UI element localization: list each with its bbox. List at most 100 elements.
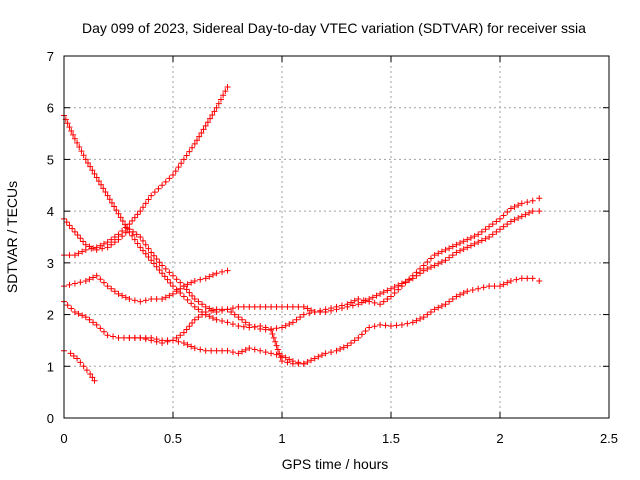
data-point-interp (102, 189, 109, 196)
grid (64, 56, 609, 418)
data-point-interp (427, 264, 434, 271)
data-point (159, 296, 166, 303)
data-point (74, 355, 81, 362)
data-point-interp (382, 322, 389, 329)
data-point-interp (64, 120, 71, 127)
data-point (442, 246, 449, 253)
data-point (148, 249, 155, 256)
x-tick-label: 1 (278, 431, 285, 446)
data-point-interp (145, 254, 152, 261)
series-arc-3 (61, 112, 543, 333)
data-point-interp (328, 307, 335, 314)
data-point (71, 228, 78, 235)
data-point-interp (424, 265, 431, 272)
data-point-interp (77, 235, 84, 242)
data-point-interp (90, 245, 97, 252)
data-point (191, 296, 198, 303)
data-point (104, 244, 111, 251)
data-point-interp (297, 314, 304, 321)
data-point (311, 308, 318, 315)
data-point (82, 277, 89, 284)
data-point-interp (86, 276, 93, 283)
data-point-interp (100, 279, 107, 286)
data-point (475, 285, 482, 292)
data-point-interp (340, 344, 347, 351)
data-point-interp (167, 279, 174, 286)
data-point-interp (457, 240, 464, 247)
y-axis-label: SDTVAR / TECUs (4, 181, 20, 293)
data-point-interp (122, 224, 129, 231)
data-point (431, 262, 438, 269)
data-point-interp (467, 242, 474, 249)
data-point-interp (206, 273, 213, 280)
data-point-interp (282, 354, 289, 361)
data-point (170, 290, 176, 297)
data-point-interp (276, 350, 283, 357)
data-point (115, 236, 122, 243)
data-point-interp (198, 130, 205, 137)
data-point (71, 252, 78, 259)
axis-ticks: 0 0.5 1 1.5 2 2.5 0 1 2 3 4 5 6 7 (47, 49, 618, 446)
data-point-interp (68, 305, 75, 312)
data-point-interp (108, 241, 115, 248)
data-point-interp (184, 296, 191, 303)
series-arc-1 (61, 84, 231, 259)
data-point-interp (427, 308, 434, 315)
data-point (82, 246, 89, 253)
data-point (104, 192, 111, 199)
data-point-interp (304, 305, 311, 312)
data-point-interp (153, 336, 160, 343)
data-point-interp (80, 152, 87, 159)
data-point (300, 303, 307, 310)
data-point (268, 303, 275, 310)
data-point-interp (77, 359, 84, 366)
y-tick-label: 1 (47, 359, 54, 374)
data-point (289, 303, 296, 310)
data-point-interp (70, 352, 77, 359)
data-point (170, 171, 176, 178)
x-tick-label: 1.5 (382, 431, 400, 446)
data-point (486, 234, 493, 240)
data-point (126, 296, 133, 303)
data-point-interp (100, 240, 107, 247)
data-point-interp (449, 296, 456, 303)
data-point-interp (524, 275, 531, 282)
data-point-interp (209, 271, 216, 278)
data-point-interp (173, 276, 180, 283)
data-point (71, 280, 78, 287)
data-point-interp (384, 296, 391, 303)
data-point-interp (239, 348, 246, 355)
data-point-interp (95, 178, 102, 185)
data-point-interp (188, 343, 195, 350)
data-point-interp (424, 258, 431, 265)
data-point (464, 244, 471, 251)
data-point-interp (373, 292, 380, 299)
data-point-interp (413, 272, 420, 279)
data-point-interp (142, 200, 149, 207)
data-point-interp (86, 316, 93, 323)
data-point (486, 223, 493, 230)
data-point (93, 174, 100, 181)
data-point (246, 303, 253, 310)
data-point-interp (471, 240, 478, 247)
data-point (159, 262, 166, 269)
data-point-interp (482, 235, 489, 242)
data-point (497, 215, 503, 222)
data-point (344, 303, 351, 310)
x-tick-label: 0.5 (164, 431, 182, 446)
data-point-interp (482, 226, 489, 233)
data-point-interp (186, 323, 193, 330)
data-point (475, 231, 482, 238)
data-point-interp (122, 221, 129, 228)
data-point-interp (240, 303, 247, 310)
series-arc-6 (126, 334, 307, 367)
data-point (93, 246, 100, 253)
data-point (279, 303, 285, 310)
data-point-interp (469, 287, 476, 294)
data-point-interp (70, 131, 77, 138)
y-tick-label: 4 (47, 204, 54, 219)
data-point (279, 352, 285, 359)
data-point-interp (362, 327, 369, 334)
data-point-interp (449, 243, 456, 250)
data-point-interp (162, 265, 169, 272)
